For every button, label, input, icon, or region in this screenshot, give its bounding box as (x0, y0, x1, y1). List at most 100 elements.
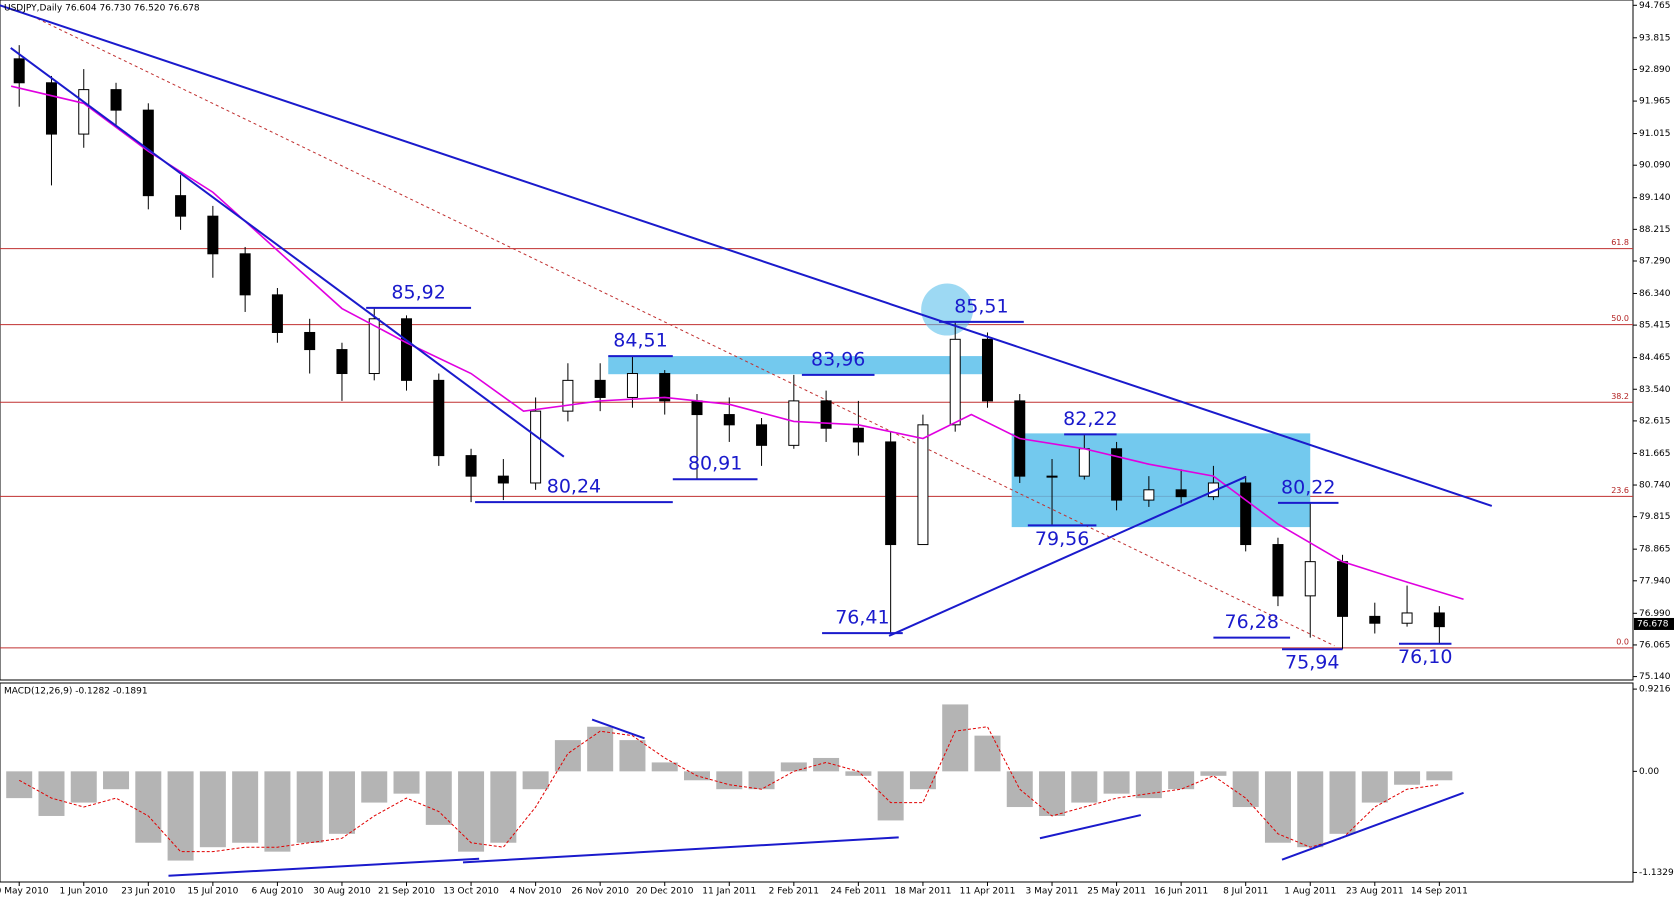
y-tick-label: 86.340 (1639, 289, 1671, 299)
candle-body (885, 441, 897, 546)
x-tick-label: 1 Jun 2010 (60, 887, 109, 897)
x-tick-label: 1 Aug 2011 (1284, 887, 1336, 897)
macd-bar (1329, 771, 1356, 834)
candle-body (368, 318, 380, 375)
candle-body (1143, 489, 1155, 501)
zone (1011, 433, 1311, 528)
fib-label: 23.6 (1611, 486, 1629, 495)
macd-bar (1071, 771, 1098, 803)
y-tick-label: 89.140 (1639, 193, 1671, 203)
candle-body (1369, 615, 1381, 624)
dashed-trendline (31, 15, 1335, 647)
macd-bar (909, 771, 936, 790)
y-tick-label: 78.865 (1639, 545, 1671, 555)
macd-bar (458, 771, 485, 852)
macd-bar (716, 771, 743, 790)
x-tick-label: 13 Oct 2010 (443, 887, 499, 897)
macd-bar (1103, 771, 1130, 794)
level-label: 76,10 (1398, 646, 1452, 668)
candle-body (497, 475, 509, 484)
candle-body (852, 427, 864, 443)
level-label: 80,24 (547, 476, 601, 498)
y-tick-label: 94.765 (1639, 1, 1671, 11)
candle-body (626, 373, 638, 398)
macd-bar (813, 757, 840, 772)
x-tick-label: 21 Sep 2010 (378, 887, 435, 897)
y-tick-label: 77.940 (1639, 576, 1671, 586)
macd-bar (942, 704, 969, 772)
level-label: 80,22 (1281, 476, 1335, 498)
trendline (1039, 814, 1142, 840)
y-tick-label: 0.00 (1639, 767, 1659, 777)
signal-line (18, 726, 1440, 853)
candle-body (271, 294, 283, 333)
candle-body (175, 195, 187, 217)
macd-bar (490, 771, 517, 843)
y-tick-label: 88.215 (1639, 225, 1671, 235)
macd-bar (70, 771, 97, 803)
macd-bar (393, 771, 420, 794)
candle-body (981, 338, 993, 402)
candle-body (562, 379, 574, 412)
x-tick-label: 18 Mar 2011 (894, 887, 951, 897)
candle-body (594, 379, 606, 398)
candle-body (1337, 561, 1349, 617)
macd-bar (587, 726, 614, 772)
level-label: 79,56 (1035, 528, 1089, 550)
level-label: 80,91 (688, 453, 742, 475)
fib-label: 50.0 (1611, 314, 1629, 323)
trendline (1281, 791, 1464, 861)
candle-body (110, 89, 122, 111)
macd-bar (232, 771, 259, 843)
level-label: 82,22 (1063, 408, 1117, 430)
last-price-box (1634, 617, 1674, 630)
panel-title: USDJPY,Daily 76.604 76.730 76.520 76.678 (4, 4, 200, 14)
zone (608, 356, 992, 375)
macd-bar (554, 740, 581, 772)
candle-body (1046, 475, 1058, 478)
candle-body (530, 410, 542, 484)
macd-bar (619, 740, 646, 772)
y-tick-label: 80.740 (1639, 481, 1671, 491)
x-tick-label: 26 Nov 2010 (571, 887, 629, 897)
candle-body (336, 349, 348, 375)
macd-bar (522, 771, 549, 790)
trendline (168, 857, 480, 877)
y-tick-label: 84.465 (1639, 353, 1671, 363)
y-tick-label: 92.890 (1639, 65, 1671, 75)
fib-label: 61.8 (1611, 238, 1629, 247)
trendline (591, 718, 645, 740)
macd-bar (1297, 771, 1324, 848)
level-label: 83,96 (811, 348, 865, 370)
panel-title: MACD(12,26,9) -0.1282 -0.1891 (4, 687, 148, 697)
macd-bar (103, 771, 130, 790)
macd-bar (1039, 771, 1066, 816)
macd-bar (1426, 771, 1453, 781)
candle-body (45, 82, 57, 135)
x-tick-label: 23 Jun 2010 (121, 887, 175, 897)
fib-label: 0.0 (1616, 637, 1629, 646)
x-tick-label: 23 Aug 2011 (1346, 887, 1404, 897)
y-tick-label: -1.1329 (1639, 868, 1674, 878)
candle-body (1240, 482, 1252, 546)
trendline (10, 47, 565, 458)
candle-body (78, 89, 90, 135)
candle-body (207, 215, 219, 255)
macd-bar (425, 771, 452, 825)
level-label: 84,51 (613, 330, 667, 352)
macd-bar (1264, 771, 1291, 843)
candle-body (1433, 612, 1445, 628)
candle-body (788, 400, 800, 446)
macd-bar (264, 771, 291, 852)
macd-bar (6, 771, 33, 799)
x-tick-label: 30 Aug 2010 (313, 887, 371, 897)
macd-bar (1394, 771, 1421, 785)
macd-bar (1200, 771, 1227, 776)
candle-body (239, 253, 251, 296)
x-tick-label: 24 Feb 2011 (830, 887, 886, 897)
x-tick-label: 16 Jun 2011 (1154, 887, 1208, 897)
macd-bar (974, 735, 1001, 772)
macd-bar (328, 771, 355, 834)
price-panel (0, 0, 1634, 681)
